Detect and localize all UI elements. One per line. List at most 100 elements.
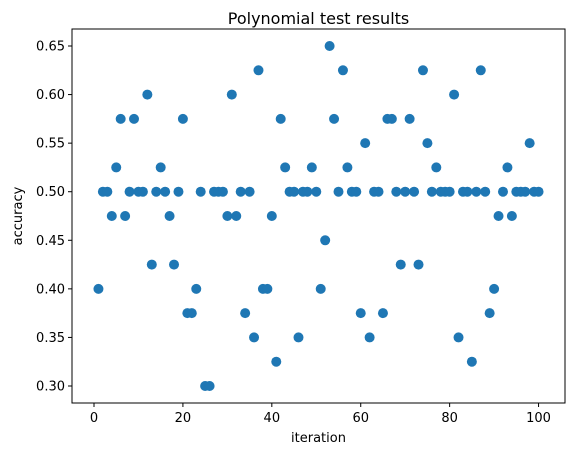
data-point-71 bbox=[404, 113, 415, 124]
data-point-11 bbox=[137, 186, 148, 197]
data-point-98 bbox=[524, 138, 535, 149]
data-point-92 bbox=[497, 186, 508, 197]
data-point-85 bbox=[466, 356, 477, 367]
data-point-97 bbox=[520, 186, 531, 197]
data-point-14 bbox=[151, 186, 162, 197]
data-point-36 bbox=[249, 332, 260, 343]
data-point-4 bbox=[106, 211, 117, 221]
data-point-37 bbox=[253, 65, 264, 76]
plot-frame bbox=[71, 28, 566, 404]
data-point-49 bbox=[306, 162, 317, 173]
data-point-69 bbox=[395, 259, 406, 270]
data-point-40 bbox=[266, 211, 277, 221]
points-layer bbox=[93, 41, 544, 391]
data-point-89 bbox=[484, 308, 495, 319]
data-point-29 bbox=[217, 186, 228, 197]
data-point-74 bbox=[417, 65, 428, 76]
data-point-17 bbox=[164, 211, 175, 221]
data-point-32 bbox=[231, 211, 242, 221]
data-point-59 bbox=[351, 186, 362, 197]
data-point-93 bbox=[502, 162, 513, 173]
x-tick-label: 80 bbox=[441, 411, 458, 426]
data-point-51 bbox=[315, 283, 326, 294]
data-point-80 bbox=[444, 186, 455, 197]
data-point-30 bbox=[222, 211, 233, 221]
data-point-24 bbox=[195, 186, 206, 197]
data-point-76 bbox=[426, 186, 437, 197]
data-point-64 bbox=[373, 186, 384, 197]
data-point-50 bbox=[311, 186, 322, 197]
x-tick-label: 20 bbox=[175, 411, 192, 426]
data-point-9 bbox=[129, 113, 140, 124]
data-point-100 bbox=[533, 186, 544, 197]
data-point-20 bbox=[177, 113, 188, 124]
data-point-6 bbox=[115, 113, 126, 124]
y-tick-label: 0.40 bbox=[36, 282, 65, 297]
y-tick-label: 0.35 bbox=[36, 331, 65, 346]
data-point-52 bbox=[320, 235, 331, 246]
data-point-46 bbox=[293, 332, 304, 343]
data-point-1 bbox=[93, 283, 104, 294]
data-point-82 bbox=[453, 332, 464, 343]
data-point-91 bbox=[493, 211, 504, 221]
data-point-62 bbox=[364, 332, 375, 343]
data-point-81 bbox=[449, 89, 460, 100]
y-tick-label: 0.45 bbox=[36, 234, 65, 249]
x-axis-label: iteration bbox=[291, 431, 346, 446]
x-tick-label: 100 bbox=[526, 411, 551, 426]
data-point-35 bbox=[244, 186, 255, 197]
data-point-60 bbox=[355, 308, 366, 319]
data-point-18 bbox=[169, 259, 180, 270]
data-point-70 bbox=[400, 186, 411, 197]
x-tick-label: 0 bbox=[90, 411, 98, 426]
data-point-65 bbox=[377, 308, 388, 319]
data-point-16 bbox=[160, 186, 171, 197]
y-axis-label: accuracy bbox=[11, 186, 26, 245]
data-point-34 bbox=[240, 308, 251, 319]
y-tick-label: 0.55 bbox=[36, 137, 65, 152]
data-point-23 bbox=[191, 283, 202, 294]
data-point-56 bbox=[337, 65, 348, 76]
data-point-43 bbox=[280, 162, 291, 173]
x-tick-label: 40 bbox=[264, 411, 281, 426]
data-point-54 bbox=[329, 113, 340, 124]
data-point-39 bbox=[262, 283, 273, 294]
data-point-5 bbox=[111, 162, 122, 173]
data-point-84 bbox=[462, 186, 473, 197]
data-point-68 bbox=[391, 186, 402, 197]
data-point-33 bbox=[235, 186, 246, 197]
data-point-12 bbox=[142, 89, 153, 100]
data-point-13 bbox=[146, 259, 157, 270]
x-tick-label: 60 bbox=[352, 411, 369, 426]
data-point-31 bbox=[226, 89, 237, 100]
data-point-55 bbox=[333, 186, 344, 197]
data-point-61 bbox=[360, 138, 371, 149]
y-axis: 0.30 0.35 0.40 0.45 0.50 0.55 0.60 0.65 bbox=[36, 40, 72, 395]
data-point-45 bbox=[289, 186, 300, 197]
data-point-48 bbox=[302, 186, 313, 197]
data-point-72 bbox=[409, 186, 420, 197]
data-point-94 bbox=[506, 211, 517, 221]
data-point-26 bbox=[204, 381, 215, 391]
y-tick-label: 0.50 bbox=[36, 185, 65, 200]
data-point-42 bbox=[275, 113, 286, 124]
data-point-7 bbox=[120, 211, 131, 221]
data-point-88 bbox=[480, 186, 491, 197]
data-point-77 bbox=[431, 162, 442, 173]
data-point-90 bbox=[489, 283, 500, 294]
data-point-22 bbox=[186, 308, 197, 319]
chart-title: Polynomial test results bbox=[228, 9, 410, 28]
data-point-86 bbox=[471, 186, 482, 197]
data-point-53 bbox=[324, 41, 335, 51]
y-tick-label: 0.60 bbox=[36, 88, 65, 103]
data-point-73 bbox=[413, 259, 424, 270]
x-axis: 0 20 40 60 80 100 bbox=[90, 403, 551, 426]
data-point-8 bbox=[124, 186, 135, 197]
data-point-3 bbox=[102, 186, 113, 197]
data-point-67 bbox=[386, 113, 397, 124]
data-point-57 bbox=[342, 162, 353, 173]
data-point-87 bbox=[475, 65, 486, 76]
data-point-41 bbox=[271, 356, 282, 367]
y-tick-label: 0.30 bbox=[36, 380, 65, 395]
